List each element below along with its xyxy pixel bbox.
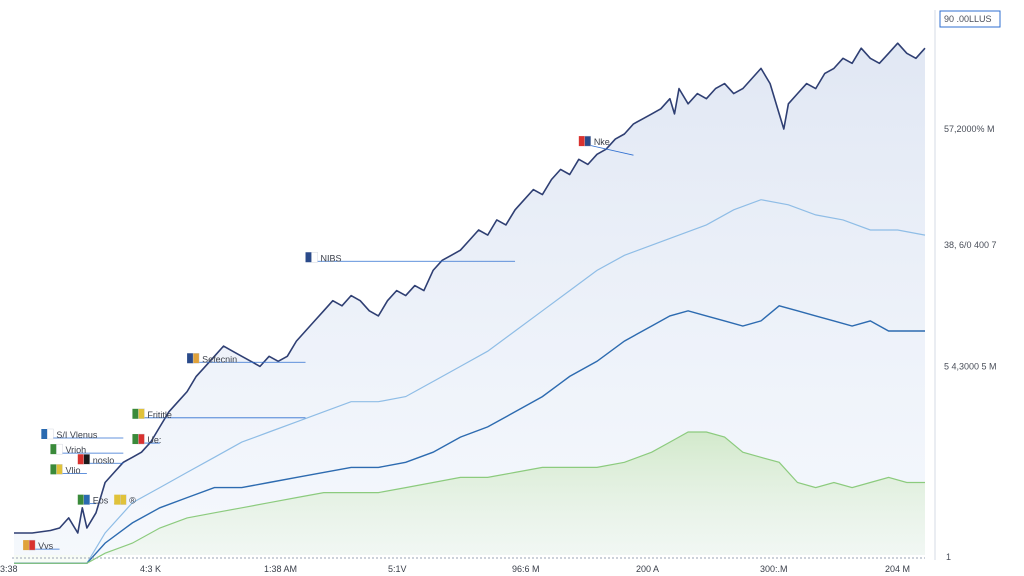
- x-tick-label: 96:6 M: [512, 564, 540, 574]
- y-right-bottom-label: 1: [946, 552, 951, 562]
- annotation-label: Nke: [594, 137, 610, 147]
- annotation-leader-line: [588, 144, 634, 156]
- flag-icon: [114, 494, 127, 505]
- y-tick-labels: 57,2000% M 38, 6/0 400 7 5 4,3000 5 M: [944, 124, 997, 371]
- plot-area: [14, 42, 926, 564]
- x-tick-label: 300:.M: [760, 564, 788, 574]
- annotation-label: NIBS: [321, 253, 342, 263]
- main-series-line: [14, 42, 926, 534]
- x-tick-label: 5:1V: [388, 564, 407, 574]
- flag-icon: [50, 464, 63, 475]
- x-tick-label: 200 A: [636, 564, 659, 574]
- annotation: Vrioh: [50, 443, 124, 455]
- annotation: Frititle: [132, 408, 306, 420]
- annotation: Vvs: [23, 539, 60, 551]
- mid-blue-series-line: [14, 305, 925, 564]
- annotation-label: Vvs: [38, 541, 54, 551]
- flag-icon: [305, 252, 318, 263]
- flag-icon: [77, 454, 90, 465]
- annotation: Eos: [77, 494, 109, 506]
- x-tick-label: 204 M: [885, 564, 910, 574]
- green-series-line: [14, 431, 925, 564]
- flag-icon: [187, 353, 200, 364]
- y-tick-label: 38, 6/0 400 7: [944, 240, 997, 250]
- annotation-label: Ue:: [147, 435, 161, 445]
- flag-icon: [578, 135, 592, 147]
- annotation: Ue:: [132, 433, 161, 445]
- annotation-label: Vlio: [65, 465, 80, 475]
- annotation: Nke: [578, 135, 634, 156]
- flag-icon: [41, 428, 54, 440]
- annotations: Nke NIBS Sefecnin Frititle S/I Vlenus Ue: Vrio…: [23, 135, 634, 551]
- annotation-label: Eos: [93, 496, 109, 506]
- y-right-top-label: 90 .00LLUS: [944, 14, 992, 24]
- annotation: ®: [114, 494, 136, 506]
- y-right-top-badge: 90 .00LLUS: [939, 10, 1001, 28]
- x-tick-label: 4:3 K: [140, 564, 161, 574]
- annotation: Vlio: [50, 464, 87, 475]
- flag-icon: [23, 539, 36, 551]
- annotation-label: Sefecnin: [202, 354, 237, 364]
- annotation-label: ®: [129, 496, 136, 506]
- x-tick-label: 3:38: [0, 564, 18, 574]
- flag-icon: [132, 433, 145, 445]
- x-tick-label: 1:38 AM: [264, 564, 297, 574]
- annotation: NIBS: [305, 252, 516, 263]
- flag-icon: [132, 408, 145, 419]
- annotation-label: Vrioh: [65, 445, 86, 455]
- y-axis-right: 90 .00LLUS 57,2000% M 38, 6/0 400 7 5 4,30…: [934, 10, 1001, 562]
- annotation: Sefecnin: [187, 353, 306, 364]
- flag-icon: [77, 494, 90, 505]
- x-tick-labels: 3:38 4:3 K 1:38 AM 5:1V 96:6 M 200 A 300:.M 204…: [0, 564, 910, 574]
- light-blue-series-line: [14, 199, 926, 564]
- annotation: noslo: [77, 454, 124, 465]
- annotation-label: noslo: [93, 455, 115, 465]
- annotation: S/I Vlenus: [41, 428, 124, 440]
- x-axis: 3:38 4:3 K 1:38 AM 5:1V 96:6 M 200 A 300:.M 204…: [0, 557, 925, 574]
- y-tick-label: 5 4,3000 5 M: [944, 361, 997, 371]
- annotation-label: S/I Vlenus: [56, 430, 98, 440]
- main-series-area: [14, 43, 925, 555]
- annotation-label: Frititle: [147, 410, 172, 420]
- flag-icon: [50, 443, 63, 455]
- green-series-area: [14, 432, 925, 564]
- y-tick-label: 57,2000% M: [944, 124, 995, 134]
